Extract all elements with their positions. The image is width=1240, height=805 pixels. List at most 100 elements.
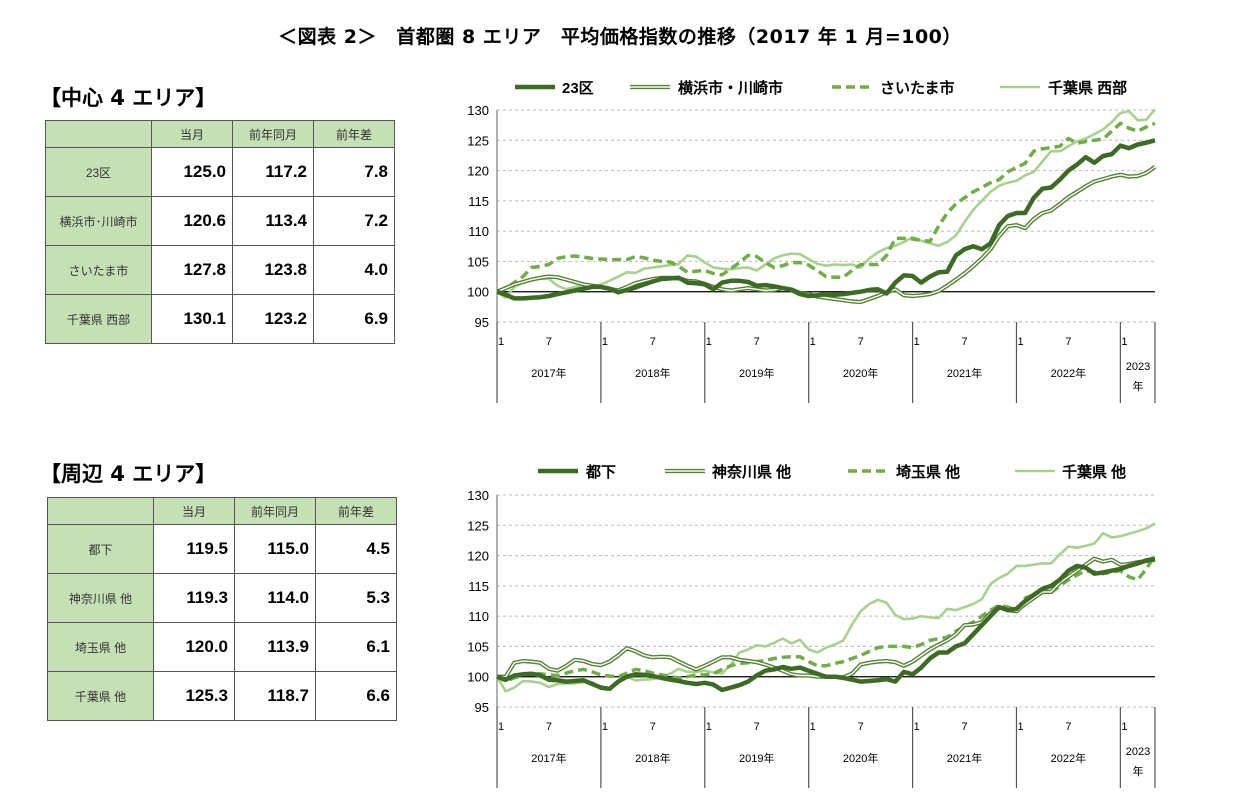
y-tick-label: 100: [467, 670, 489, 685]
month-tick-label: 1: [1017, 721, 1023, 733]
y-tick-label: 105: [467, 254, 489, 269]
month-tick-label: 1: [602, 336, 608, 348]
y-tick-label: 100: [467, 285, 489, 300]
current-value: 130.1: [151, 294, 233, 344]
legend-label: 千葉県 他: [1062, 463, 1126, 481]
year-label: 2021年: [947, 366, 982, 380]
prev-year-value: 123.2: [232, 294, 314, 344]
month-tick-label: 7: [546, 721, 552, 733]
y-tick-label: 115: [468, 194, 489, 209]
month-tick-label: 7: [650, 721, 656, 733]
month-tick-label: 7: [546, 336, 552, 348]
legend-label: 都下: [585, 464, 616, 481]
section-heading-peripheral: 【周辺 4 エリア】: [40, 462, 217, 486]
prev-year-value: 113.4: [232, 196, 314, 246]
central-areas-table: 当月 前年同月 前年差 23区 125.0 117.2 7.8 横浜市･川崎市 120.…: [45, 120, 395, 344]
page-title: ＜図表 2＞ 首都圏 8 エリア 平均価格指数の推移（2017 年 1 月=10…: [278, 26, 962, 48]
year-label: 2020年: [843, 751, 878, 765]
month-tick-label: 1: [810, 721, 816, 733]
current-value: 120.6: [151, 196, 233, 246]
row-name: 23区: [45, 147, 152, 197]
current-value: 119.3: [153, 573, 235, 623]
month-tick-label: 7: [961, 721, 967, 733]
header-current: 当月: [151, 120, 233, 148]
year-label: 2017年: [531, 751, 566, 765]
row-name: 千葉県 他: [47, 671, 154, 721]
prev-year-value: 115.0: [234, 524, 316, 574]
y-tick-label: 105: [467, 639, 489, 654]
current-value: 125.0: [151, 147, 233, 197]
series-line-3: [496, 108, 1156, 300]
month-tick-label: 7: [961, 336, 967, 348]
y-tick-label: 95: [475, 315, 489, 330]
table-header-row: 当月 前年同月 前年差: [47, 497, 397, 525]
y-tick-label: 110: [468, 224, 489, 239]
month-tick-label: 1: [706, 336, 712, 348]
y-tick-label: 130: [467, 103, 489, 118]
month-tick-label: 1: [1017, 336, 1023, 348]
month-tick-label: 7: [754, 721, 760, 733]
y-tick-label: 120: [467, 164, 489, 179]
legend-label: 横浜市・川崎市: [678, 79, 783, 97]
month-tick-label: 1: [706, 721, 712, 733]
series-line-1: [497, 556, 1156, 680]
series-line-0: [496, 556, 1156, 693]
diff-value: 6.1: [315, 622, 397, 672]
table-row: 都下 119.5 115.0 4.5: [47, 524, 397, 574]
year-label: 2019年: [739, 751, 774, 765]
current-value: 125.3: [153, 671, 235, 721]
month-tick-label: 1: [498, 336, 504, 348]
year-label: 2022年: [1051, 751, 1086, 765]
year-label: 2019年: [739, 366, 774, 380]
year-label-2023: 2023年: [1125, 361, 1151, 393]
header-current: 当月: [153, 497, 235, 525]
row-name: 都下: [47, 524, 154, 574]
y-tick-label: 115: [468, 579, 489, 594]
year-label-2023: 2023年: [1125, 746, 1151, 778]
peripheral-areas-table: 当月 前年同月 前年差 都下 119.5 115.0 4.5 神奈川県 他 119.3 1…: [47, 497, 397, 721]
table-row: さいたま市 127.8 123.8 4.0: [45, 245, 395, 295]
month-tick-label: 1: [810, 336, 816, 348]
year-label: 2020年: [843, 366, 878, 380]
row-name: 横浜市･川崎市: [45, 196, 152, 246]
table-row: 23区 125.0 117.2 7.8: [45, 147, 395, 197]
month-tick-label: 1: [914, 721, 920, 733]
legend-label: 23区: [562, 80, 594, 97]
year-label: 2021年: [947, 751, 982, 765]
diff-value: 7.8: [313, 147, 395, 197]
current-value: 119.5: [153, 524, 235, 574]
table-row: 埼玉県 他 120.0 113.9 6.1: [47, 622, 397, 672]
y-tick-label: 110: [468, 609, 489, 624]
y-tick-label: 95: [475, 700, 489, 715]
diff-value: 5.3: [315, 573, 397, 623]
legend-label: 神奈川県 他: [712, 463, 791, 481]
y-tick-label: 125: [467, 518, 489, 533]
diff-value: 6.6: [315, 671, 397, 721]
legend-label: さいたま市: [880, 79, 955, 97]
year-label: 2022年: [1051, 366, 1086, 380]
header-diff: 前年差: [313, 120, 395, 148]
diff-value: 4.0: [313, 245, 395, 295]
table-row: 千葉県 他 125.3 118.7 6.6: [47, 671, 397, 721]
month-tick-label: 7: [858, 336, 864, 348]
legend-label: 埼玉県 他: [896, 463, 960, 481]
legend-label: 千葉県 西部: [1048, 79, 1127, 97]
table-row: 横浜市･川崎市 120.6 113.4 7.2: [45, 196, 395, 246]
month-tick-label: 7: [754, 336, 760, 348]
month-tick-label: 7: [650, 336, 656, 348]
table-header-row: 当月 前年同月 前年差: [45, 120, 395, 148]
diff-value: 7.2: [313, 196, 395, 246]
table-row: 神奈川県 他 119.3 114.0 5.3: [47, 573, 397, 623]
series-line-2: [496, 554, 1157, 683]
header-blank: [45, 120, 152, 148]
month-tick-label: 7: [1065, 336, 1071, 348]
header-prev-year: 前年同月: [234, 497, 316, 525]
row-name: さいたま市: [45, 245, 152, 295]
year-label: 2018年: [635, 751, 670, 765]
prev-year-value: 117.2: [232, 147, 314, 197]
month-tick-label: 7: [1065, 721, 1071, 733]
year-label: 2018年: [635, 366, 670, 380]
diff-value: 6.9: [313, 294, 395, 344]
